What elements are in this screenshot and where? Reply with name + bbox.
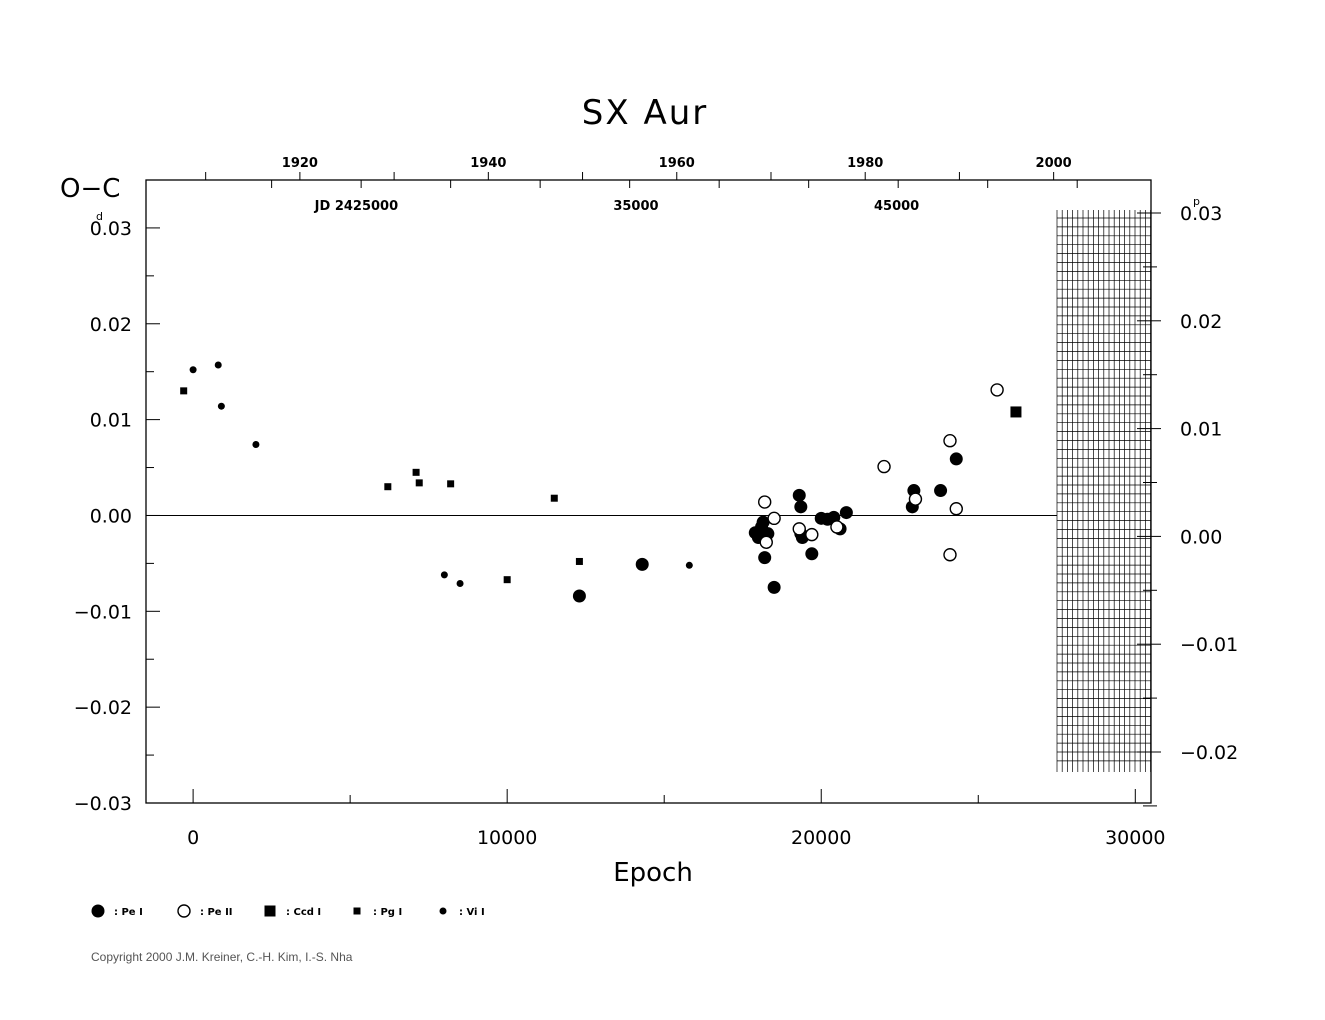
jd-tick-label: 45000 [874, 199, 919, 214]
data-point [756, 515, 770, 529]
y-tick-label: −0.01 [74, 601, 132, 623]
legend-marker [439, 907, 447, 915]
data-point [180, 387, 188, 395]
data-point [550, 494, 558, 502]
right-y-tick-label: 0.01 [1180, 419, 1222, 441]
data-point [792, 522, 806, 536]
data-point [990, 383, 1004, 397]
data-point [447, 480, 455, 488]
right-y-tick-label: 0.03 [1180, 203, 1222, 225]
data-point [830, 520, 844, 534]
y-tick-label: 0.00 [90, 505, 132, 527]
data-point [943, 434, 957, 448]
data-point [949, 502, 963, 516]
data-point [934, 484, 948, 498]
year-tick-label: 1980 [847, 156, 883, 171]
data-point [575, 557, 583, 565]
year-tick-label: 1960 [659, 156, 695, 171]
data-point [503, 576, 511, 584]
legend-label: : Pe II [200, 907, 233, 918]
legend-marker [91, 904, 105, 918]
copyright-notice: Copyright 2000 J.M. Kreiner, C.-H. Kim, … [91, 950, 353, 964]
data-point [440, 571, 448, 579]
plot-frame [145, 179, 1152, 804]
right-y-tick-label: 0.02 [1180, 311, 1222, 333]
y-tick-label: 0.02 [90, 314, 132, 336]
chart-title: SX Aur [582, 93, 708, 133]
data-point [943, 548, 957, 562]
legend-label: : Pe I [114, 907, 143, 918]
y-unit-label: d [96, 210, 103, 223]
year-tick-label: 2000 [1036, 156, 1072, 171]
data-point [412, 468, 420, 476]
legend-label: : Pg I [373, 907, 402, 918]
y-tick-label: −0.02 [74, 697, 132, 719]
legend-label: : Ccd I [286, 907, 321, 918]
data-point [252, 441, 260, 449]
data-point [415, 479, 423, 487]
data-point [758, 495, 772, 509]
year-tick-label: 1940 [470, 156, 506, 171]
data-point [456, 580, 464, 588]
data-point [572, 589, 586, 603]
data-point [805, 547, 819, 561]
data-point [384, 483, 392, 491]
plot-border [145, 179, 1152, 804]
data-point [794, 500, 808, 514]
data-point [767, 580, 781, 594]
x-tick-label: 0 [187, 827, 199, 849]
data-point [767, 511, 781, 526]
x-tick-label: 30000 [1105, 827, 1165, 849]
x-tick-label: 10000 [477, 827, 537, 849]
data-point [839, 506, 853, 520]
data-point [908, 492, 923, 506]
axis-ticks: 0 10000 20000 30000 0.03 0.02 0.01 0.00 −0.01 −0.… [74, 156, 1238, 849]
y-tick-label: 0.03 [90, 218, 132, 240]
data-point [189, 366, 197, 374]
legend-marker [177, 904, 191, 918]
y-axis-title: O−C [60, 174, 120, 204]
data-point [217, 402, 225, 410]
right-y-tick-label: −0.02 [1180, 742, 1238, 764]
data-point [759, 535, 773, 549]
data-point [877, 459, 891, 474]
right-y-unit-label: p [1193, 195, 1200, 208]
data-point [949, 452, 963, 466]
jd-tick-label: JD 2425000 [314, 199, 398, 214]
year-tick-label: 1920 [282, 156, 318, 171]
data-point [635, 557, 649, 571]
y-tick-label: 0.01 [90, 410, 132, 432]
data-point [1010, 406, 1022, 418]
legend-marker [264, 905, 276, 917]
data-point [758, 551, 772, 565]
right-y-tick-label: −0.01 [1180, 634, 1238, 656]
legend: : Pe I : Pe II : Ccd I : Pg I : Vi I [91, 904, 485, 918]
x-axis-title: Epoch [613, 858, 693, 888]
data-points [180, 361, 1022, 603]
data-point [214, 361, 222, 369]
y-tick-label: −0.03 [74, 793, 132, 815]
jd-tick-label: 35000 [613, 199, 658, 214]
right-y-tick-label: 0.00 [1180, 526, 1222, 548]
legend-marker [353, 907, 361, 915]
x-tick-label: 20000 [791, 827, 851, 849]
legend-label: : Vi I [459, 907, 485, 918]
future-hatched-region [1056, 210, 1151, 772]
data-point [685, 561, 693, 569]
data-point [792, 488, 806, 502]
data-point [805, 527, 819, 542]
